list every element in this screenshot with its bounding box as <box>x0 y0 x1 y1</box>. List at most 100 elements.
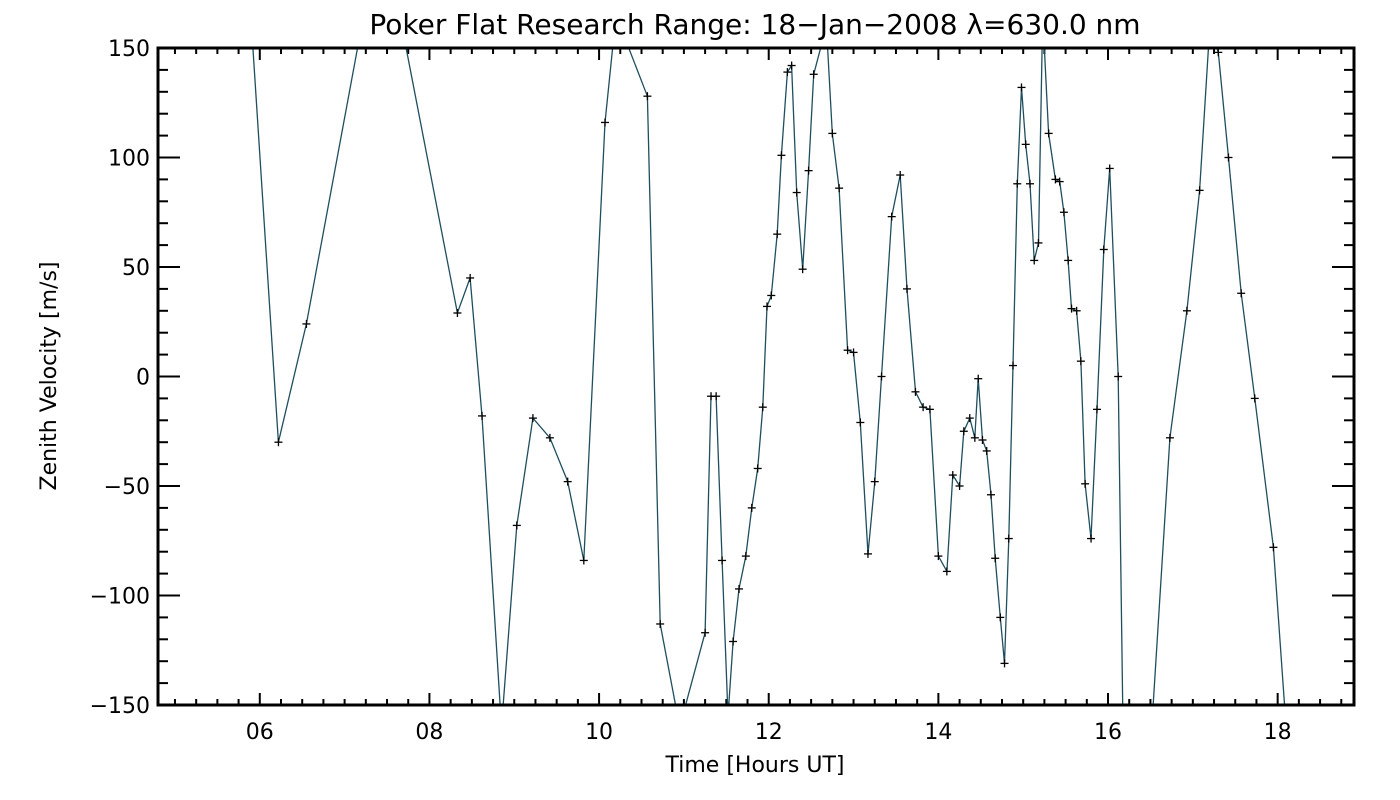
data-point-marker <box>783 68 792 77</box>
data-point-marker <box>1105 164 1114 173</box>
data-point-marker <box>1092 405 1101 414</box>
data-point-marker <box>1009 361 1018 370</box>
data-point-marker <box>767 291 776 300</box>
data-point-marker <box>887 212 896 221</box>
data-point-marker <box>974 374 983 383</box>
y-tick-label: −50 <box>104 475 150 500</box>
x-tick-label: 06 <box>246 720 274 745</box>
data-point-marker <box>528 414 537 423</box>
data-point-marker <box>1072 306 1081 315</box>
data-point-marker <box>942 567 951 576</box>
x-tick-labels: 06 08 10 12 14 16 18 <box>246 720 1292 745</box>
data-point-marker <box>934 552 943 561</box>
x-axis-label: Time [Hours UT] <box>665 753 845 778</box>
data-point-marker <box>601 118 610 127</box>
data-point-marker <box>970 433 979 442</box>
axis-ticks <box>158 47 1354 706</box>
data-point-marker <box>986 490 995 499</box>
data-point-marker <box>1114 372 1123 381</box>
data-point-marker <box>747 503 756 512</box>
data-point-marker <box>792 188 801 197</box>
data-point-marker <box>498 723 506 731</box>
data-point-marker <box>1206 22 1214 30</box>
data-point-marker <box>996 613 1005 622</box>
data-point-marker <box>877 372 886 381</box>
data-point-marker <box>1044 129 1053 138</box>
data-point-marker <box>849 348 858 357</box>
x-tick-label: 10 <box>585 720 613 745</box>
data-point-marker <box>1134 745 1142 753</box>
data-point-marker <box>1059 208 1068 217</box>
data-point-marker <box>1025 179 1034 188</box>
y-tick-label: 0 <box>136 366 150 391</box>
data-point-marker <box>965 414 974 423</box>
data-point-marker <box>453 308 462 317</box>
data-point-marker <box>777 151 786 160</box>
data-point-marker <box>753 464 762 473</box>
data-point-marker <box>773 230 782 239</box>
data-point-marker <box>701 628 710 637</box>
data-point-marker <box>798 265 807 274</box>
data-point-marker <box>948 471 957 480</box>
data-point-marker <box>545 433 554 442</box>
data-point-marker <box>512 521 521 530</box>
data-point-marker <box>676 723 684 731</box>
data-point-marker <box>1087 534 1096 543</box>
y-axis-label: Zenith Velocity [m/s] <box>37 262 62 491</box>
y-tick-label: −150 <box>90 694 150 719</box>
data-point-marker <box>991 554 1000 563</box>
data-point-marker <box>302 319 311 328</box>
data-point-marker <box>712 392 721 401</box>
y-tick-label: 150 <box>108 37 150 62</box>
data-point-marker <box>466 273 475 282</box>
data-point-marker <box>1237 289 1246 298</box>
data-markers <box>274 22 1278 753</box>
x-tick-label: 14 <box>924 720 952 745</box>
y-tick-label: 100 <box>108 147 150 172</box>
x-tick-label: 16 <box>1094 720 1122 745</box>
data-point-marker <box>1055 177 1064 186</box>
data-point-marker <box>1195 186 1204 195</box>
data-point-marker <box>729 637 738 646</box>
data-point-marker <box>828 129 837 138</box>
data-point-marker <box>741 552 750 561</box>
data-point-marker <box>1099 245 1108 254</box>
data-point-marker <box>1051 175 1060 184</box>
data-point-marker <box>1013 179 1022 188</box>
data-point-marker <box>1034 238 1043 247</box>
data-point-marker <box>763 302 772 311</box>
data-point-marker <box>896 171 905 180</box>
x-tick-label: 12 <box>755 720 783 745</box>
data-point-marker <box>1021 140 1030 149</box>
data-point-marker <box>1125 745 1133 753</box>
data-point-marker <box>724 712 732 720</box>
data-point-marker <box>911 387 920 396</box>
data-point-marker <box>1067 304 1076 313</box>
data-point-marker <box>1224 153 1233 162</box>
data-point-marker <box>1076 357 1085 366</box>
data-point-marker <box>982 446 991 455</box>
data-point-marker <box>1182 306 1191 315</box>
data-point-marker <box>787 61 796 70</box>
data-point-marker <box>955 482 964 490</box>
data-point-marker <box>804 166 813 175</box>
data-point-marker <box>809 70 818 79</box>
data-point-marker <box>1081 479 1090 488</box>
data-point-marker <box>478 411 487 420</box>
data-point-marker <box>656 619 665 628</box>
data-point-marker <box>843 346 852 355</box>
data-point-marker <box>579 556 588 565</box>
data-point-marker <box>274 438 283 447</box>
data-point-marker <box>870 477 879 486</box>
data-point-marker <box>1004 534 1013 543</box>
data-point-marker <box>959 427 968 436</box>
data-point-marker <box>758 403 767 412</box>
data-point-marker <box>856 418 865 427</box>
data-point-marker <box>1017 83 1026 92</box>
data-point-marker <box>643 92 652 101</box>
data-point-marker <box>1000 659 1009 668</box>
x-tick-label: 08 <box>415 720 443 745</box>
data-point-marker <box>978 436 987 445</box>
data-point-marker <box>1165 433 1174 442</box>
